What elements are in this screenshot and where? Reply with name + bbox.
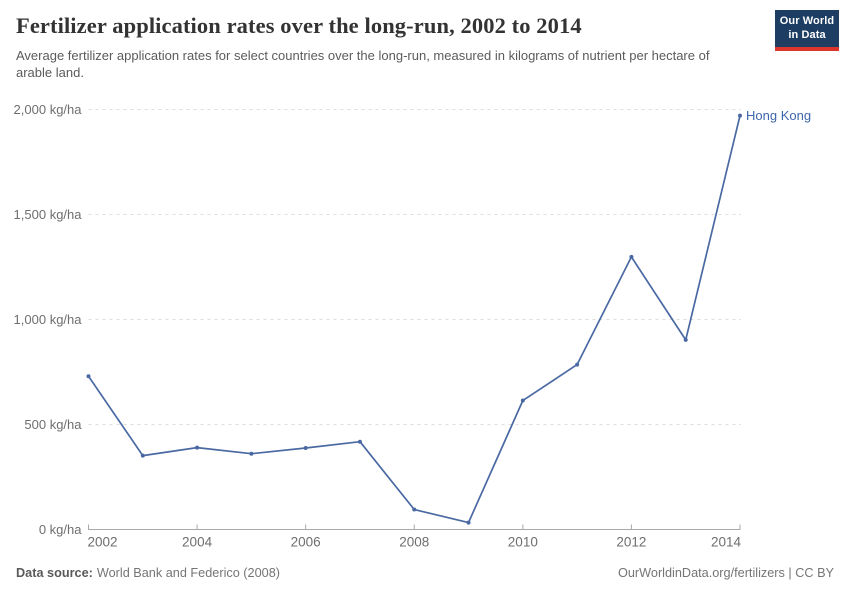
- chart-header: Fertilizer application rates over the lo…: [16, 13, 760, 82]
- data-point[interactable]: [140, 453, 145, 458]
- data-point[interactable]: [303, 446, 308, 451]
- x-tick-label: 2004: [182, 535, 213, 550]
- y-tick-label: 2,000 kg/ha: [14, 102, 83, 117]
- chart-subtitle: Average fertilizer application rates for…: [16, 48, 710, 80]
- series-end-label[interactable]: Hong Kong: [746, 108, 811, 123]
- data-point[interactable]: [195, 445, 200, 450]
- y-tick-label: 0 kg/ha: [39, 522, 82, 537]
- data-point[interactable]: [357, 439, 362, 444]
- owid-logo-line1: Our World: [779, 15, 835, 28]
- x-tick-label: 2010: [508, 535, 538, 550]
- data-point[interactable]: [466, 520, 471, 525]
- x-tick-label: 2014: [711, 535, 742, 550]
- x-tick-label: 2002: [88, 535, 118, 550]
- data-point[interactable]: [683, 337, 688, 342]
- data-source-value: World Bank and Federico (2008): [96, 566, 280, 580]
- data-point[interactable]: [738, 113, 742, 118]
- x-tick-label: 2006: [291, 535, 321, 550]
- x-tick-label: 2012: [616, 535, 646, 550]
- data-source: Data source: World Bank and Federico (200…: [16, 566, 280, 580]
- data-source-label: Data source:: [16, 566, 93, 580]
- data-point[interactable]: [249, 451, 254, 456]
- data-point[interactable]: [86, 374, 91, 379]
- data-point[interactable]: [629, 254, 634, 259]
- owid-logo[interactable]: Our World in Data: [775, 10, 839, 51]
- chart-title: Fertilizer application rates over the lo…: [16, 13, 582, 38]
- data-point[interactable]: [520, 398, 525, 403]
- credit-link[interactable]: OurWorldinData.org/fertilizers | CC BY: [618, 566, 834, 580]
- data-point[interactable]: [575, 362, 580, 367]
- owid-logo-line2: in Data: [788, 28, 826, 41]
- y-tick-label: 1,000 kg/ha: [14, 312, 83, 327]
- chart-footer: Data source: World Bank and Federico (200…: [16, 566, 834, 580]
- data-point[interactable]: [412, 507, 417, 512]
- y-tick-label: 500 kg/ha: [24, 417, 82, 432]
- x-tick-label: 2008: [399, 535, 429, 550]
- y-tick-label: 1,500 kg/ha: [14, 207, 83, 222]
